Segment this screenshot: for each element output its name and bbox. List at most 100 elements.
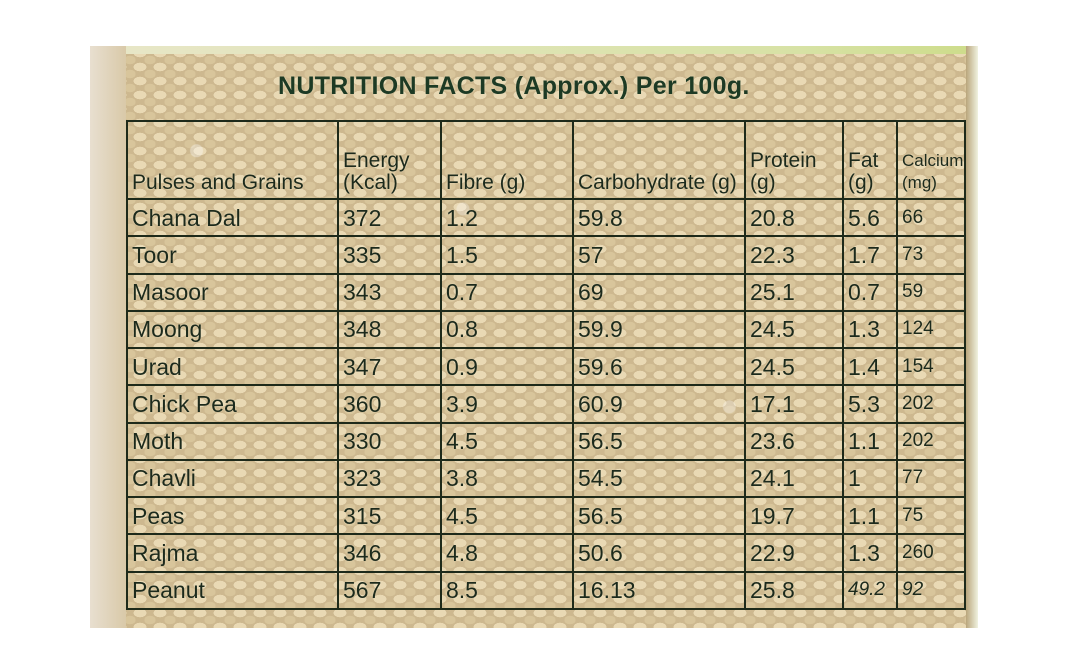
cell-calcium: 73	[896, 235, 966, 275]
package-left-edge	[90, 46, 126, 628]
cell-calcium: 92	[896, 570, 966, 611]
cell-protein: 22.3	[744, 235, 844, 275]
cell-fat: 1.3	[842, 309, 898, 350]
cell-carbohydrate: 57	[572, 235, 746, 275]
cell-carbohydrate: 56.5	[572, 421, 746, 461]
cell-pulse-name: Moong	[126, 309, 339, 350]
nutrition-table: Pulses and Grains Energy (Kcal) Fibre (g…	[126, 120, 966, 611]
cell-calcium: 202	[896, 421, 966, 461]
package-top-strip	[90, 46, 978, 54]
cell-calcium: 75	[896, 496, 966, 536]
cell-calcium: 124	[896, 309, 966, 350]
cell-pulse-name: Masoor	[126, 272, 339, 312]
cell-carbohydrate: 59.6	[572, 347, 746, 387]
cell-pulse-name: Peanut	[126, 570, 339, 611]
cell-pulse-name: Peas	[126, 496, 339, 536]
table-row: Chavli 323 3.8 54.5 24.1 1 77	[126, 458, 966, 499]
cell-fibre: 4.5	[440, 496, 574, 536]
table-row: Chana Dal 372 1.2 59.8 20.8 5.6 66	[126, 197, 966, 238]
cell-fat: 49.2	[842, 570, 898, 611]
cell-energy: 567	[337, 570, 442, 611]
cell-protein: 24.5	[744, 309, 844, 350]
cell-energy: 372	[337, 197, 442, 238]
cell-calcium: 260	[896, 533, 966, 573]
cell-fat: 1	[842, 458, 898, 499]
header-energy: Energy (Kcal)	[337, 120, 442, 200]
cell-carbohydrate: 16.13	[572, 570, 746, 611]
cell-fibre: 1.2	[440, 197, 574, 238]
cell-fibre: 3.9	[440, 384, 574, 424]
table-row: Rajma 346 4.8 50.6 22.9 1.3 260	[126, 533, 966, 573]
cell-pulse-name: Chavli	[126, 458, 339, 499]
nutrition-title: NUTRITION FACTS (Approx.) Per 100g.	[278, 72, 750, 100]
cell-protein: 25.1	[744, 272, 844, 312]
cell-energy: 323	[337, 458, 442, 499]
header-carbohydrate: Carbohydrate (g)	[572, 120, 746, 200]
cell-pulse-name: Toor	[126, 235, 339, 275]
cell-calcium: 154	[896, 347, 966, 387]
header-row: Pulses and Grains Energy (Kcal) Fibre (g…	[126, 120, 966, 200]
cell-carbohydrate: 59.8	[572, 197, 746, 238]
cell-calcium: 77	[896, 458, 966, 499]
table-row: Peas 315 4.5 56.5 19.7 1.1 75	[126, 496, 966, 536]
cell-fibre: 0.9	[440, 347, 574, 387]
cell-pulse-name: Moth	[126, 421, 339, 461]
cell-fat: 1.1	[842, 421, 898, 461]
table-row: Chick Pea 360 3.9 60.9 17.1 5.3 202	[126, 384, 966, 424]
cell-carbohydrate: 56.5	[572, 496, 746, 536]
table-row: Moth 330 4.5 56.5 23.6 1.1 202	[126, 421, 966, 461]
cell-fibre: 4.5	[440, 421, 574, 461]
cell-fat: 1.1	[842, 496, 898, 536]
cell-fat: 1.3	[842, 533, 898, 573]
cell-pulse-name: Urad	[126, 347, 339, 387]
cell-protein: 17.1	[744, 384, 844, 424]
header-fat: Fat (g)	[842, 120, 898, 200]
cell-fat: 5.3	[842, 384, 898, 424]
cell-energy: 315	[337, 496, 442, 536]
cell-carbohydrate: 69	[572, 272, 746, 312]
table-row: Moong 348 0.8 59.9 24.5 1.3 124	[126, 309, 966, 350]
cell-carbohydrate: 54.5	[572, 458, 746, 499]
table-row: Urad 347 0.9 59.6 24.5 1.4 154	[126, 347, 966, 387]
cell-calcium: 66	[896, 197, 966, 238]
cell-energy: 346	[337, 533, 442, 573]
cell-carbohydrate: 50.6	[572, 533, 746, 573]
cell-fibre: 0.8	[440, 309, 574, 350]
cell-energy: 335	[337, 235, 442, 275]
cell-energy: 347	[337, 347, 442, 387]
package-right-edge	[966, 46, 978, 628]
cell-fat: 1.4	[842, 347, 898, 387]
cell-energy: 360	[337, 384, 442, 424]
header-pulses-grains: Pulses and Grains	[126, 120, 339, 200]
cell-pulse-name: Rajma	[126, 533, 339, 573]
cell-protein: 22.9	[744, 533, 844, 573]
cell-energy: 330	[337, 421, 442, 461]
cell-fibre: 4.8	[440, 533, 574, 573]
cell-fibre: 0.7	[440, 272, 574, 312]
table-row: Peanut 567 8.5 16.13 25.8 49.2 92	[126, 570, 966, 611]
cell-fat: 0.7	[842, 272, 898, 312]
cell-fibre: 3.8	[440, 458, 574, 499]
header-protein: Protein (g)	[744, 120, 844, 200]
table-row: Masoor 343 0.7 69 25.1 0.7 59	[126, 272, 966, 312]
cell-fat: 1.7	[842, 235, 898, 275]
table-row: Toor 335 1.5 57 22.3 1.7 73	[126, 235, 966, 275]
cell-pulse-name: Chick Pea	[126, 384, 339, 424]
cell-protein: 20.8	[744, 197, 844, 238]
cell-fibre: 8.5	[440, 570, 574, 611]
header-calcium: Calcium (mg)	[896, 120, 966, 200]
cell-protein: 23.6	[744, 421, 844, 461]
cell-pulse-name: Chana Dal	[126, 197, 339, 238]
cell-fibre: 1.5	[440, 235, 574, 275]
cell-carbohydrate: 60.9	[572, 384, 746, 424]
cell-protein: 24.5	[744, 347, 844, 387]
nutrition-label-photo: NUTRITION FACTS (Approx.) Per 100g. Puls…	[90, 46, 978, 628]
cell-energy: 343	[337, 272, 442, 312]
header-fibre: Fibre (g)	[440, 120, 574, 200]
cell-calcium: 202	[896, 384, 966, 424]
cell-fat: 5.6	[842, 197, 898, 238]
cell-protein: 19.7	[744, 496, 844, 536]
cell-carbohydrate: 59.9	[572, 309, 746, 350]
cell-protein: 25.8	[744, 570, 844, 611]
cell-energy: 348	[337, 309, 442, 350]
